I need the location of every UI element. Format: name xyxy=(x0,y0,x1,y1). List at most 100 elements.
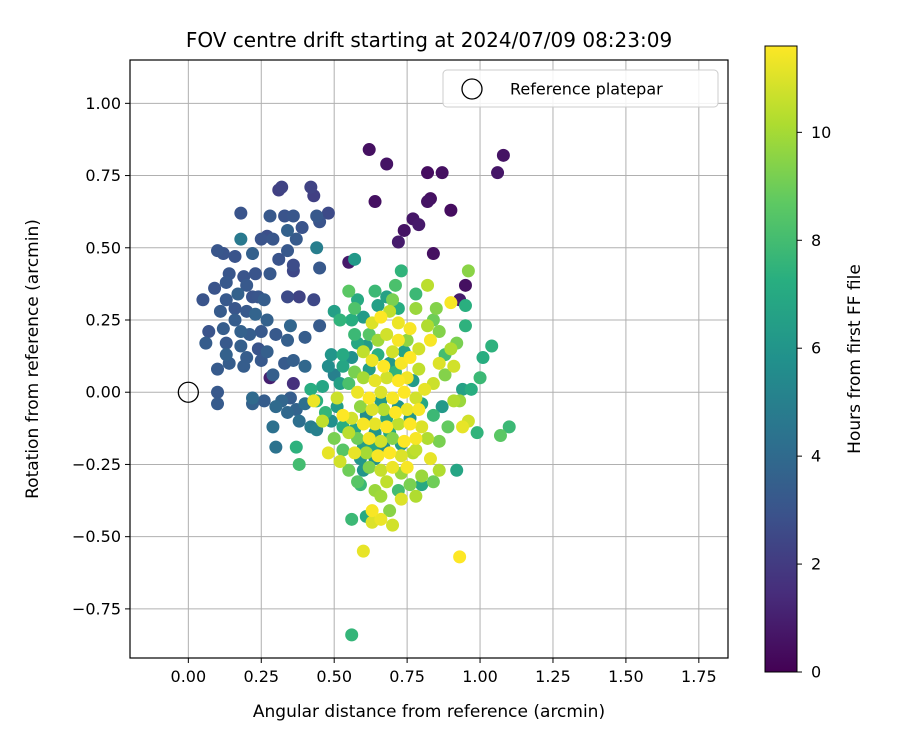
data-point xyxy=(476,351,490,365)
data-point xyxy=(359,446,373,460)
data-point xyxy=(409,391,423,405)
data-point xyxy=(219,348,233,362)
data-point xyxy=(356,417,370,431)
data-point xyxy=(211,244,225,258)
data-point xyxy=(391,333,405,347)
data-point xyxy=(374,310,388,324)
x-tick-label: 1.25 xyxy=(535,667,571,686)
data-point xyxy=(348,446,362,460)
colorbar-gradient xyxy=(764,45,798,673)
y-axis-ticks: 1.00 0.75 0.50 0.25 0.00 −0.25 −0.50 −0.75 xyxy=(72,94,130,618)
y-tick-label: 1.00 xyxy=(85,94,121,113)
data-point xyxy=(228,313,242,327)
data-point xyxy=(234,232,248,246)
data-point xyxy=(444,296,458,310)
data-point xyxy=(412,403,426,417)
data-point xyxy=(281,405,295,419)
x-axis-label: Angular distance from reference (arcmin) xyxy=(253,702,605,722)
data-point xyxy=(351,475,365,489)
data-point xyxy=(409,287,423,301)
data-point xyxy=(365,504,379,518)
data-point xyxy=(412,362,426,376)
data-point xyxy=(368,374,382,388)
data-point xyxy=(383,504,397,518)
data-point xyxy=(377,403,391,417)
data-point xyxy=(391,235,405,249)
data-point xyxy=(371,299,385,313)
x-tick-label: 0.25 xyxy=(243,667,279,686)
data-point xyxy=(345,512,359,526)
data-point xyxy=(240,278,254,292)
data-point xyxy=(295,221,309,235)
colorbar-tick-label: 0 xyxy=(811,663,821,682)
data-point xyxy=(313,319,327,333)
data-point xyxy=(263,267,277,281)
data-point xyxy=(493,429,507,443)
data-point xyxy=(388,405,402,419)
data-point xyxy=(342,284,356,298)
data-point xyxy=(219,293,233,307)
data-point xyxy=(365,353,379,367)
data-point xyxy=(415,469,429,483)
data-point xyxy=(208,281,222,295)
data-point xyxy=(219,275,233,289)
legend-box xyxy=(442,69,719,108)
data-point xyxy=(324,348,338,362)
x-tick-label: 1.50 xyxy=(608,667,644,686)
data-point xyxy=(456,420,470,434)
data-point xyxy=(342,377,356,391)
data-point xyxy=(336,359,350,373)
data-point xyxy=(362,143,376,157)
data-point xyxy=(254,232,268,246)
data-point xyxy=(391,316,405,330)
data-point xyxy=(400,403,414,417)
data-point xyxy=(269,440,283,454)
data-point xyxy=(333,313,347,327)
data-point xyxy=(502,420,516,434)
legend: Reference platepar xyxy=(442,69,719,108)
chart-title: FOV centre drift starting at 2024/07/09 … xyxy=(186,28,672,52)
data-point xyxy=(281,333,295,347)
data-point xyxy=(394,264,408,278)
data-point xyxy=(435,166,449,180)
data-point xyxy=(380,371,394,385)
y-tick-label: −0.75 xyxy=(72,599,121,618)
data-point xyxy=(491,166,505,180)
y-tick-label: −0.25 xyxy=(72,455,121,474)
y-tick-label: 0.75 xyxy=(85,166,121,185)
data-point xyxy=(444,203,458,217)
data-point xyxy=(316,414,330,428)
data-point xyxy=(356,371,370,385)
data-point xyxy=(470,426,484,440)
data-point xyxy=(374,463,388,477)
data-point xyxy=(458,278,472,292)
data-point xyxy=(345,313,359,327)
data-point xyxy=(246,247,260,261)
grid-lines xyxy=(130,60,728,658)
data-point xyxy=(321,206,335,220)
colorbar-label: Hours from first FF file xyxy=(845,264,865,454)
data-point xyxy=(400,460,414,474)
data-point xyxy=(374,434,388,448)
data-point xyxy=(234,339,248,353)
data-point xyxy=(418,382,432,396)
data-point xyxy=(438,368,452,382)
data-point xyxy=(397,385,411,399)
data-point xyxy=(289,440,303,454)
colorbar-tick-label: 6 xyxy=(811,339,821,358)
data-point xyxy=(269,400,283,414)
data-point xyxy=(458,299,472,313)
data-point xyxy=(211,397,225,411)
data-point xyxy=(458,319,472,333)
y-tick-label: 0.25 xyxy=(85,311,121,330)
data-point xyxy=(394,492,408,506)
data-point xyxy=(304,180,318,194)
data-point xyxy=(426,475,440,489)
data-point xyxy=(321,359,335,373)
data-point xyxy=(374,385,388,399)
data-point xyxy=(260,313,274,327)
colorbar-ticks: 0 2 4 6 8 10 xyxy=(797,123,831,682)
data-point xyxy=(397,434,411,448)
y-tick-label: 0.50 xyxy=(85,238,121,257)
data-point xyxy=(386,518,400,532)
